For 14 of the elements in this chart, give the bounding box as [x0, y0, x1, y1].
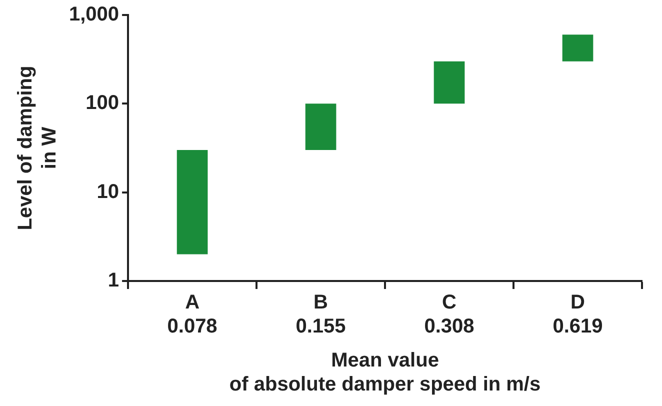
bar — [562, 34, 594, 62]
y-tick-label: 10 — [96, 180, 120, 203]
y-tick-label: 1,000 — [68, 4, 120, 26]
bar — [176, 150, 208, 254]
bar — [305, 104, 336, 150]
x-tick-label: D 0.619 — [552, 292, 603, 338]
x-tick-label: A 0.078 — [167, 292, 218, 338]
y-tick-label: 1 — [108, 270, 120, 292]
y-tick-label: 100 — [86, 92, 120, 114]
x-tick-label: B 0.155 — [296, 292, 346, 338]
y-axis-title: Level of damping in W — [14, 66, 61, 230]
x-axis-title: Mean value of absolute damper speed in m/s — [229, 350, 541, 396]
bar — [434, 61, 465, 104]
x-tick-label: C 0.308 — [424, 292, 474, 338]
